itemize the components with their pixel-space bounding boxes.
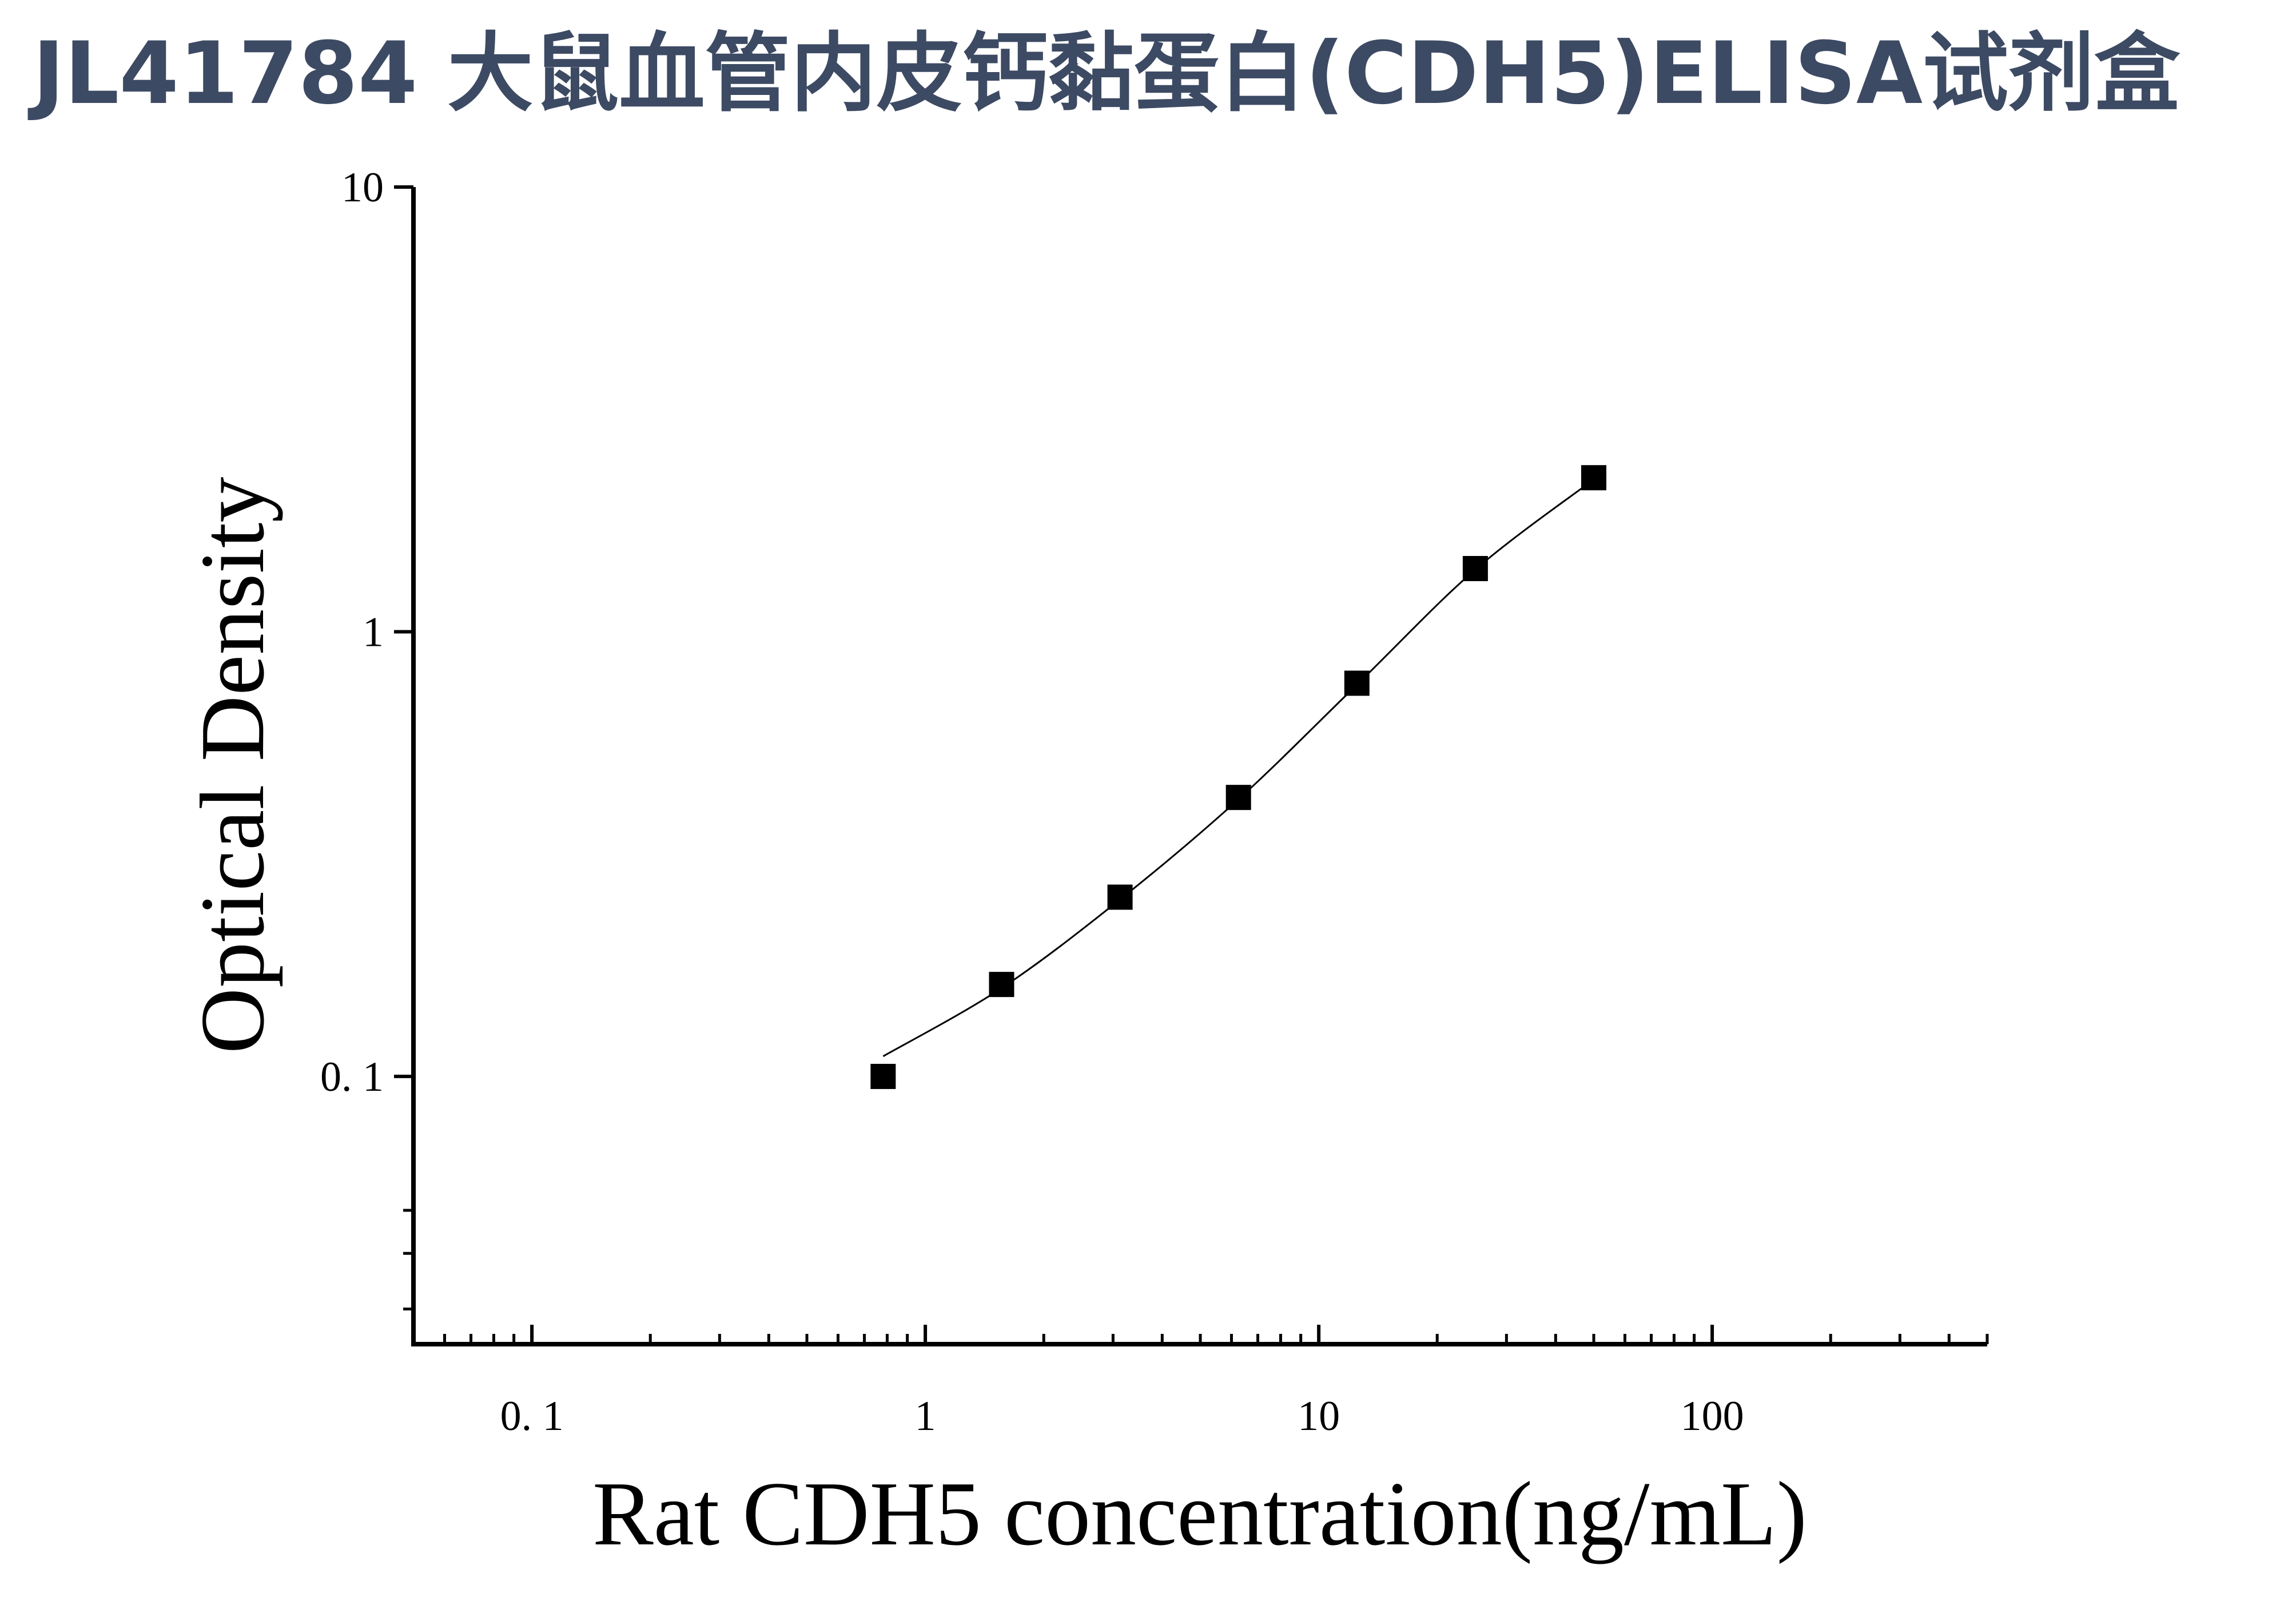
x-tick-label: 100 — [1681, 1393, 1744, 1440]
data-point — [1344, 670, 1370, 696]
data-point — [870, 1063, 896, 1089]
x-tick-label: 10 — [1298, 1393, 1340, 1440]
fit-curve — [882, 479, 1594, 1057]
x-tick-label: 1 — [915, 1393, 936, 1440]
x-axis-label: Rat CDH5 concentration(ng/mL) — [592, 1463, 1807, 1564]
chart-title: JL41784 大鼠血管内皮钙黏蛋白(CDH5)ELISA试剂盒 — [27, 24, 2180, 124]
y-axis-label: Optical Density — [181, 477, 283, 1054]
y-tick-label: 1 — [363, 609, 384, 655]
x-tick-label: 0. 1 — [500, 1393, 564, 1440]
y-tick-label: 0. 1 — [320, 1054, 384, 1101]
y-tick-label: 10 — [341, 164, 384, 211]
